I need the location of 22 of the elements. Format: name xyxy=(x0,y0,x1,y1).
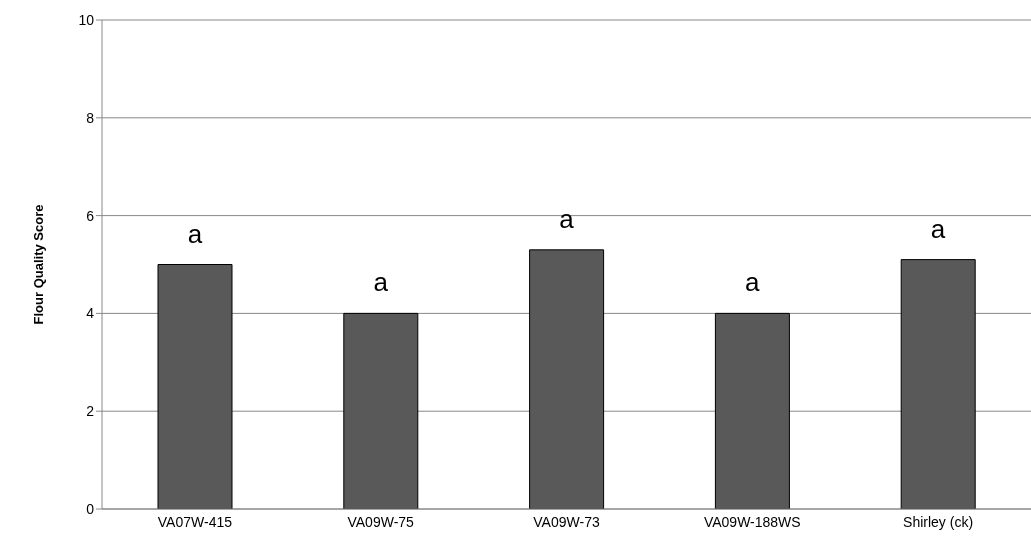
y-tick-label: 4 xyxy=(86,305,95,322)
annotation: a xyxy=(187,218,203,249)
annotation: a xyxy=(373,267,389,298)
y-tick-label: 0 xyxy=(86,500,95,517)
y-tick-label: 8 xyxy=(86,109,95,126)
x-tick-label: VA07W-415 xyxy=(157,513,233,530)
annotation: a xyxy=(745,267,761,298)
y-tick-label: 10 xyxy=(78,11,95,28)
bar xyxy=(714,312,790,509)
bar xyxy=(343,312,419,509)
y-tick-label: 6 xyxy=(86,207,95,224)
x-tick-label: VA09W-75 xyxy=(347,513,415,530)
bar xyxy=(529,249,605,509)
y-tick-label: 2 xyxy=(86,403,95,420)
bar xyxy=(157,264,233,509)
annotation: a xyxy=(559,203,575,234)
x-tick-label: Shirley (ck) xyxy=(903,513,974,530)
x-tick-label: VA09W-188WS xyxy=(703,513,801,530)
annotation: a xyxy=(930,213,946,244)
y-axis-title: Flour Quality Score xyxy=(30,204,46,325)
x-tick-label: VA09W-73 xyxy=(533,513,600,530)
bar xyxy=(900,259,976,509)
